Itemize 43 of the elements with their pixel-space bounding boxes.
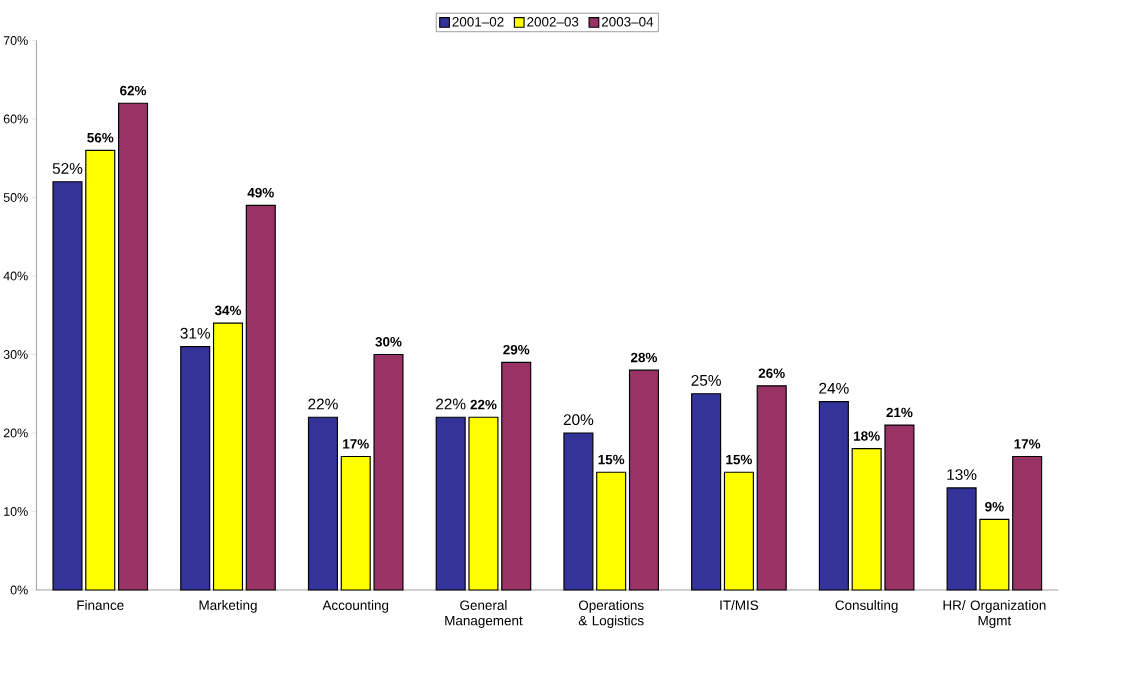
data-label: 17%: [1014, 439, 1041, 449]
data-label: 15%: [598, 454, 625, 465]
legend-label: 2001–02: [452, 17, 504, 27]
data-label: 22%: [436, 398, 466, 410]
data-label: 49%: [247, 187, 274, 198]
y-tick-label: 30%: [3, 350, 28, 359]
y-tick-label: 0%: [10, 585, 28, 595]
legend-label: 2003–04: [601, 17, 654, 27]
data-label: 22%: [470, 399, 497, 410]
data-label: 24%: [819, 382, 849, 394]
y-tick-label: 10%: [4, 507, 28, 516]
data-label: 9%: [985, 501, 1004, 512]
data-label: 15%: [726, 454, 753, 465]
data-label: 34%: [214, 305, 242, 316]
data-label: 20%: [563, 414, 594, 426]
legend-label: 2002–03: [527, 17, 579, 27]
data-label: 21%: [886, 407, 913, 418]
y-tick-label: 60%: [3, 114, 28, 124]
data-label: 25%: [691, 375, 721, 386]
data-label: 30%: [375, 337, 402, 347]
data-label: 56%: [87, 133, 114, 143]
x-tick-label: General Management: [445, 600, 523, 629]
data-label: 31%: [180, 327, 211, 339]
data-label: 22%: [308, 398, 338, 410]
data-label: 18%: [854, 431, 880, 441]
data-label: 52%: [52, 163, 83, 174]
data-label: 29%: [503, 344, 530, 355]
x-tick-label: Consulting: [835, 600, 898, 613]
x-tick-label: Operations & Logistics: [578, 600, 644, 629]
data-label: 28%: [630, 352, 658, 363]
y-tick-label: 50%: [3, 193, 28, 202]
y-tick-label: 70%: [3, 36, 28, 45]
x-tick-label: Accounting: [322, 600, 389, 613]
data-label: 13%: [947, 469, 977, 481]
data-label: 17%: [343, 439, 369, 449]
x-tick-label: IT/MIS: [720, 600, 759, 611]
y-tick-label: 40%: [3, 271, 28, 281]
data-label: 26%: [758, 368, 785, 379]
x-tick-label: Marketing: [199, 600, 257, 613]
y-tick-label: 20%: [3, 428, 28, 438]
x-tick-label: Finance: [77, 600, 124, 611]
data-label: 62%: [120, 85, 147, 96]
x-tick-label: HR/ Organization Mgmt: [943, 600, 1046, 629]
